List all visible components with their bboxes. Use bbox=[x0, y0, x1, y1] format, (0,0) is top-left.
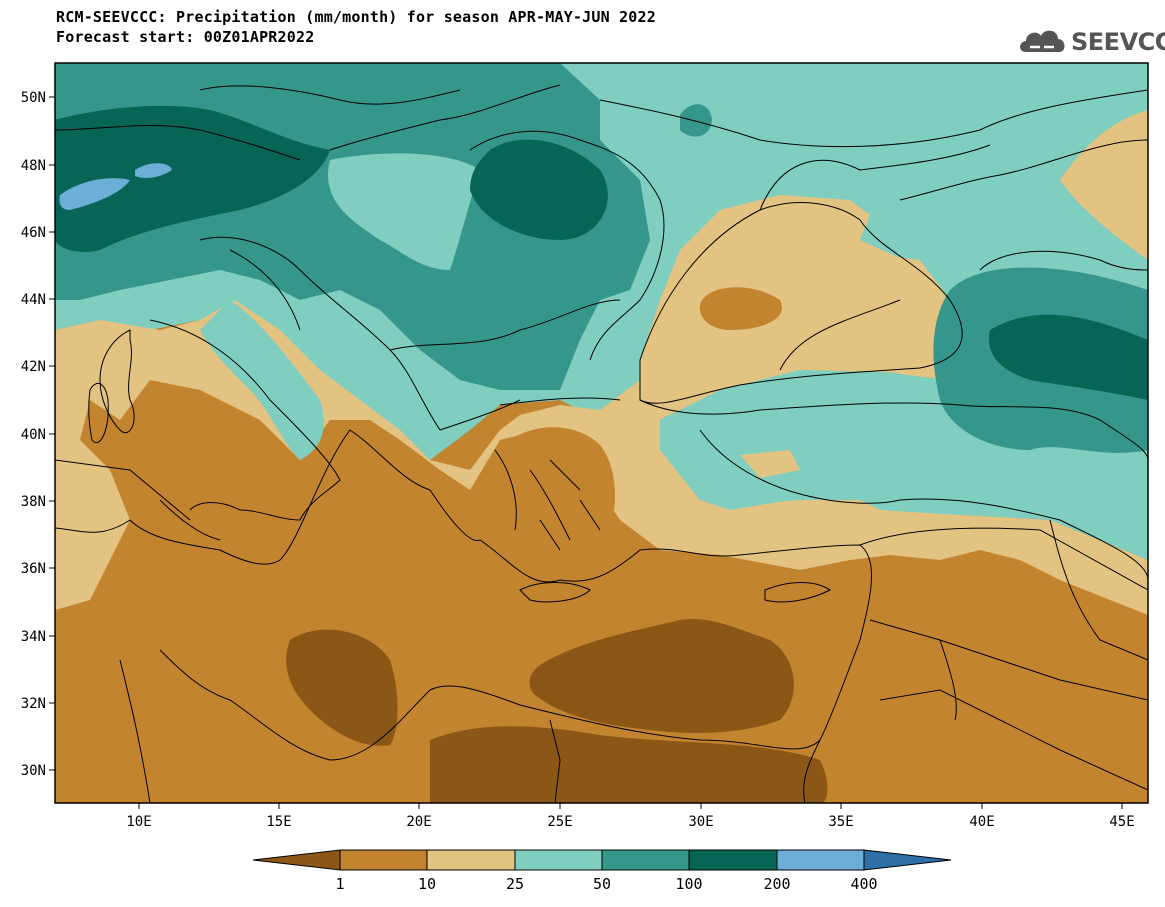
latitude-labels: 50N 48N 46N 44N 42N 40N 38N 36N 34N 32N … bbox=[21, 90, 46, 779]
fill-band-100-200-alps bbox=[55, 105, 330, 252]
map-fill-layers bbox=[55, 63, 1148, 803]
lat-label: 46N bbox=[21, 225, 46, 241]
lat-label: 32N bbox=[21, 696, 46, 712]
cloud-icon bbox=[1020, 30, 1065, 52]
lat-label: 50N bbox=[21, 90, 46, 106]
lon-label: 35E bbox=[828, 814, 853, 830]
fill-band-1-10-blacksea bbox=[699, 287, 782, 330]
colorbar-seg-under-1 bbox=[252, 849, 341, 871]
lat-label: 34N bbox=[21, 629, 46, 645]
colorbar-label: 100 bbox=[675, 875, 702, 893]
colorbar-label: 400 bbox=[850, 875, 877, 893]
lat-label: 48N bbox=[21, 158, 46, 174]
lon-label: 45E bbox=[1109, 814, 1134, 830]
lat-label: 42N bbox=[21, 359, 46, 375]
fill-band-0-1-egypt bbox=[529, 619, 794, 733]
lon-label: 40E bbox=[969, 814, 994, 830]
fill-band-100-200-carpathians bbox=[470, 139, 608, 240]
colorbar-label: 50 bbox=[593, 875, 611, 893]
colorbar-seg-100-200 bbox=[688, 849, 778, 871]
colorbar-label: 25 bbox=[506, 875, 524, 893]
lon-label: 30E bbox=[688, 814, 713, 830]
colorbar: 1 10 25 50 100 200 400 bbox=[252, 849, 952, 893]
lon-label: 10E bbox=[126, 814, 151, 830]
colorbar-label: 10 bbox=[418, 875, 436, 893]
seevccc-logo: SEEVCCC bbox=[1016, 22, 1165, 58]
fill-band-0-1-libya bbox=[286, 629, 398, 746]
lon-label: 20E bbox=[406, 814, 431, 830]
colorbar-seg-25-50 bbox=[514, 849, 603, 871]
colorbar-seg-200-400 bbox=[776, 849, 865, 871]
coastlines-borders bbox=[55, 84, 1148, 803]
colorbar-seg-50-100 bbox=[601, 849, 690, 871]
lat-label: 40N bbox=[21, 427, 46, 443]
fill-band-10-25-blacksea bbox=[640, 200, 985, 415]
longitude-labels: 10E 15E 20E 25E 30E 35E 40E 45E bbox=[126, 814, 1134, 830]
map-title: RCM-SEEVCCC: Precipitation (mm/month) fo… bbox=[56, 8, 656, 26]
forecast-start-label: Forecast start: 00Z01APR2022 bbox=[56, 28, 315, 46]
lat-label: 38N bbox=[21, 494, 46, 510]
lon-label: 25E bbox=[547, 814, 572, 830]
colorbar-seg-1-10 bbox=[339, 849, 428, 871]
colorbar-seg-over-400 bbox=[863, 849, 952, 871]
colorbar-seg-10-25 bbox=[426, 849, 516, 871]
colorbar-label: 1 bbox=[335, 875, 344, 893]
lat-label: 30N bbox=[21, 763, 46, 779]
logo-text: SEEVCCC bbox=[1071, 28, 1165, 56]
lon-label: 15E bbox=[266, 814, 291, 830]
lat-label: 44N bbox=[21, 292, 46, 308]
plot-frame bbox=[54, 62, 1149, 804]
axis-tick-marks bbox=[49, 96, 1123, 809]
lat-label: 36N bbox=[21, 561, 46, 577]
fill-band-200-400 bbox=[59, 178, 130, 210]
colorbar-label: 200 bbox=[763, 875, 790, 893]
